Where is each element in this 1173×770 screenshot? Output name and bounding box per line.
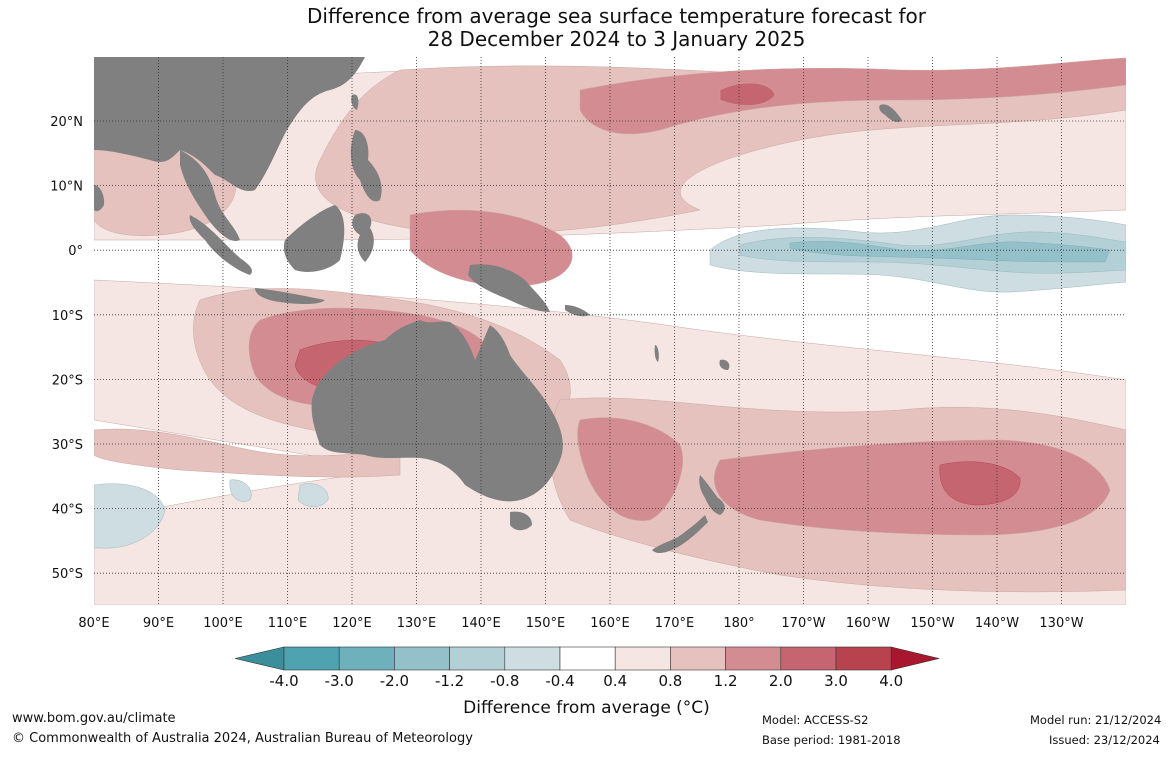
lat-label: 20°N (50, 115, 83, 130)
land-masses (94, 57, 902, 554)
anomaly-cool-sw-2 (297, 483, 329, 507)
colorbar-tick: -4.0 (269, 672, 298, 690)
colorbar-swatch (835, 646, 892, 671)
website-link[interactable]: www.bom.gov.au/climate (12, 711, 176, 726)
lon-label: 180° (723, 616, 754, 631)
lon-label: 170°E (655, 616, 695, 631)
lat-label: 10°S (52, 309, 83, 324)
colorbar-swatch (725, 646, 782, 671)
land-nz-south (652, 515, 708, 554)
colorbar-max-arrow (890, 646, 940, 671)
lat-label: 30°S (52, 438, 83, 453)
colorbar-tick: -2.0 (380, 672, 409, 690)
lon-label: 150°W (910, 616, 954, 631)
base-period-text: Base period: 1981-2018 (762, 733, 901, 747)
land-png (468, 264, 550, 312)
latitude-labels: 20°N 10°N 0° 10°S 20°S 30°S 40°S 50°S (50, 115, 83, 582)
anomaly-fields (94, 57, 1126, 605)
lat-label: 0° (68, 244, 83, 259)
title-line-2: 28 December 2024 to 3 January 2025 (427, 27, 806, 51)
land-taiwan (351, 94, 359, 110)
colorbar-tick: 3.0 (824, 672, 848, 690)
land-philippines (350, 130, 382, 202)
anomaly-medium-south-ocean (94, 428, 401, 478)
colorbar-tick: 0.8 (658, 672, 682, 690)
colorbar-tick: 2.0 (769, 672, 793, 690)
land-borneo (283, 205, 345, 272)
colorbar-tick: -1.2 (435, 672, 464, 690)
colorbar-tick: -0.8 (490, 672, 519, 690)
land-sulawesi (352, 213, 374, 262)
lon-label: 100°E (203, 616, 243, 631)
anomaly-cool-equator-3 (789, 241, 1111, 263)
colorbar-swatch (559, 646, 616, 671)
land-tasmania (510, 511, 532, 531)
land-nz-north (699, 475, 725, 515)
anomaly-warm-tasman (714, 439, 1111, 536)
model-text: Model: ACCESS-S2 (762, 713, 869, 727)
lon-label: 130°W (1039, 616, 1083, 631)
colorbar-tick: 1.2 (714, 672, 738, 690)
lon-label: 170°W (781, 616, 825, 631)
colorbar-tick: 0.4 (603, 672, 627, 690)
anomaly-cool-sw-3 (229, 479, 252, 502)
lon-label: 110°E (268, 616, 308, 631)
lon-label: 160°W (846, 616, 890, 631)
lon-label: 130°E (397, 616, 437, 631)
colorbar-swatch (780, 646, 837, 671)
copyright-text: © Commonwealth of Australia 2024, Austra… (12, 731, 473, 746)
colorbar-swatch (504, 646, 561, 671)
anomaly-warm-north (579, 57, 1126, 135)
longitude-labels: 80°E 90°E 100°E 110°E 120°E 130°E 140°E 150°E 16… (78, 616, 1083, 631)
land-hawaii (879, 104, 902, 123)
anomaly-hot-tasman (939, 461, 1021, 506)
lon-label: 160°E (590, 616, 630, 631)
anomaly-warm-nz-north (577, 417, 683, 521)
map-title: Difference from average sea surface temp… (0, 5, 1173, 51)
lon-label: 140°E (461, 616, 501, 631)
colorbar-tick-labels: -4.0 -3.0 -2.0 -1.2 -0.8 -0.4 0.4 0.8 1.2 2.0 3.0 4… (269, 672, 903, 690)
anomaly-warm-pacific-lobe (719, 82, 776, 106)
colorbar-swatch (394, 646, 450, 671)
land-asia (94, 57, 365, 192)
graticule (94, 57, 1126, 605)
anomaly-warm-png (409, 209, 573, 287)
lon-label: 150°E (526, 616, 566, 631)
colorbar-swatch (283, 646, 340, 671)
lon-label: 120°E (332, 616, 372, 631)
colorbar-min-arrow (234, 646, 285, 671)
land-vanuatu (654, 345, 659, 362)
lon-label: 80°E (78, 616, 109, 631)
land-fiji (719, 359, 730, 370)
colorbar (234, 646, 940, 671)
lat-label: 50°S (52, 567, 83, 582)
land-australia (311, 320, 563, 502)
lat-label: 40°S (52, 503, 83, 518)
colorbar-swatch (338, 646, 395, 671)
model-run-text: Model run: 21/12/2024 (1030, 713, 1162, 727)
land-indochina (180, 150, 240, 241)
colorbar-swatch (614, 646, 671, 671)
anomaly-cool-sw (94, 483, 166, 549)
colorbar-title: Difference from average (°C) (463, 698, 710, 718)
colorbar-tick: 4.0 (879, 672, 903, 690)
colorbar-tick: -3.0 (325, 672, 354, 690)
colorbar-tick: -0.4 (545, 672, 574, 690)
issued-text: Issued: 23/12/2024 (1049, 733, 1160, 747)
land-nw-corner (94, 185, 105, 212)
lon-label: 140°W (975, 616, 1019, 631)
colorbar-swatch (449, 646, 506, 671)
lat-label: 20°S (52, 373, 83, 388)
lat-label: 10°N (50, 180, 83, 195)
land-sumatra (189, 215, 252, 275)
land-java (255, 288, 325, 305)
land-solomon (565, 305, 590, 317)
colorbar-swatch (670, 646, 726, 671)
lon-label: 90°E (143, 616, 174, 631)
title-line-1: Difference from average sea surface temp… (306, 4, 926, 28)
